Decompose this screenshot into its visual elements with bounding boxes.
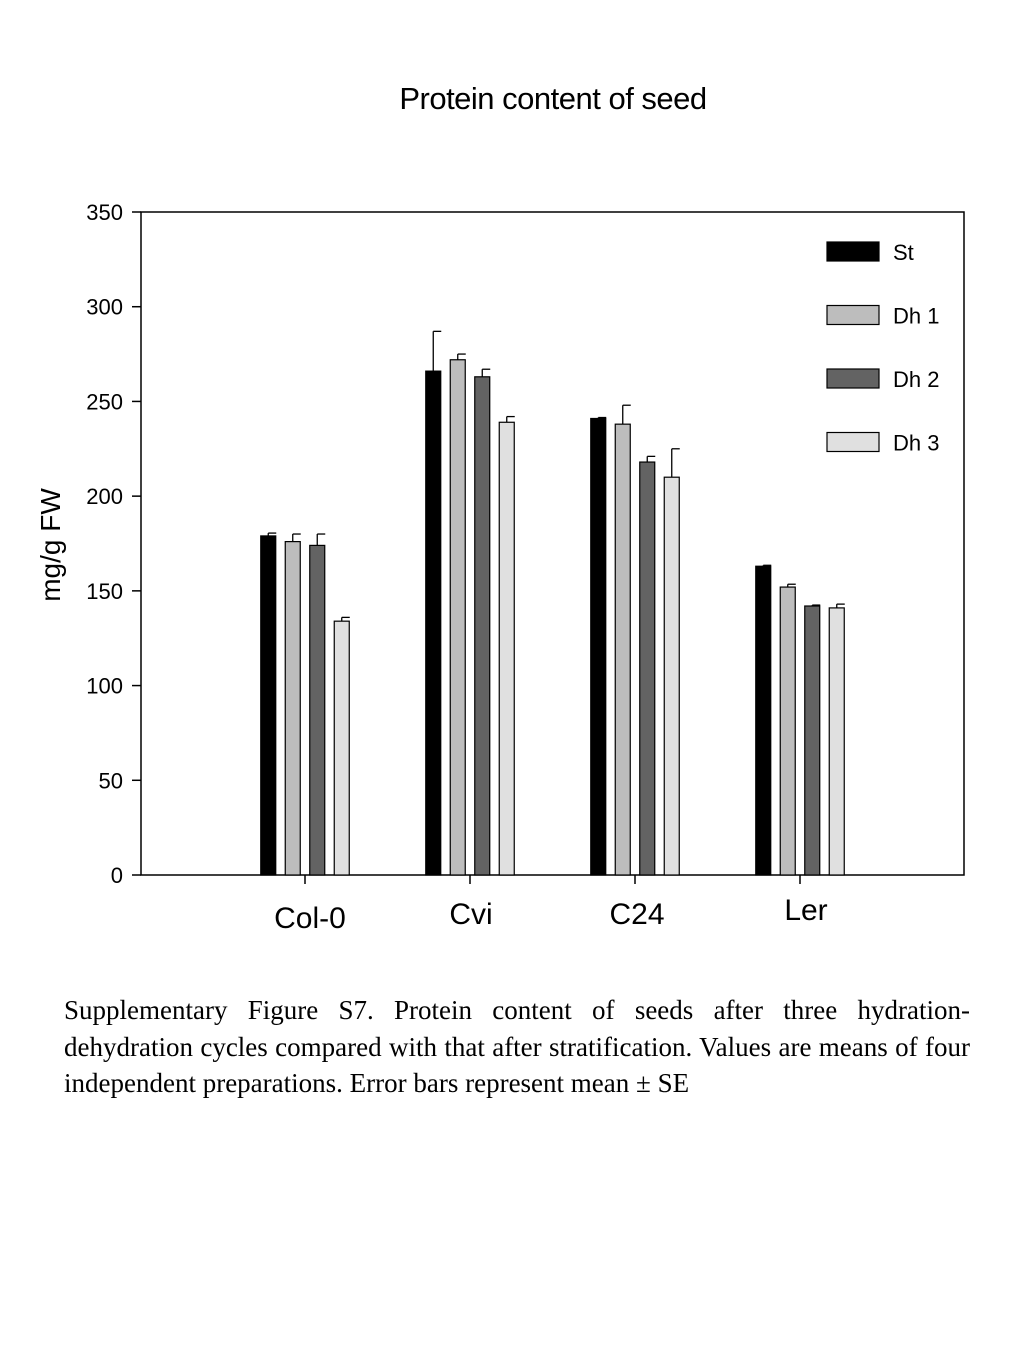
bar (449, 359, 466, 876)
bar (284, 541, 301, 876)
bar (590, 417, 607, 876)
legend-label: Dh 1 (893, 304, 939, 329)
legend-swatch (826, 431, 880, 453)
bar (639, 461, 656, 876)
y-tick-label: 100 (86, 674, 123, 699)
bar-chart: Protein content of seed mg/g FW 0 50 100 15… (35, 81, 965, 935)
bar (614, 423, 631, 876)
bar (309, 544, 326, 876)
bar (498, 421, 515, 876)
legend: St Dh 1 Dh 2 Dh 3 (826, 240, 939, 456)
y-axis: 0 50 100 150 200 250 300 350 (86, 200, 141, 888)
bar (755, 565, 772, 876)
legend-label: Dh 3 (893, 431, 939, 456)
bar (663, 476, 680, 876)
plot-frame (140, 211, 965, 876)
y-axis-label: mg/g FW (35, 488, 66, 602)
bar (260, 535, 277, 876)
bar (779, 586, 796, 876)
bar (804, 605, 821, 876)
x-axis: Col-0 Cvi C24 Ler (274, 875, 828, 935)
y-tick-label: 200 (86, 484, 123, 509)
y-tick-label: 150 (86, 579, 123, 604)
legend-swatch (826, 368, 880, 389)
y-tick-label: 350 (86, 200, 123, 225)
legend-swatch (826, 241, 880, 262)
bar (474, 376, 491, 876)
x-tick-label: C24 (609, 898, 664, 931)
bar-group (260, 330, 845, 876)
x-tick-label: Col-0 (274, 902, 346, 935)
y-tick-label: 300 (86, 295, 123, 320)
bar (828, 607, 845, 876)
y-tick-label: 250 (86, 389, 123, 414)
figure-caption: Supplementary Figure S7. Protein content… (64, 995, 970, 1098)
bar (425, 370, 442, 876)
legend-swatch (826, 304, 880, 326)
x-tick-label: Cvi (449, 898, 492, 931)
legend-label: St (893, 240, 914, 265)
bar (333, 620, 350, 876)
x-tick-label: Ler (784, 894, 827, 927)
y-tick-label: 0 (111, 863, 123, 888)
chart-title: Protein content of seed (399, 81, 706, 116)
y-tick-label: 50 (99, 768, 123, 793)
legend-label: Dh 2 (893, 367, 939, 392)
